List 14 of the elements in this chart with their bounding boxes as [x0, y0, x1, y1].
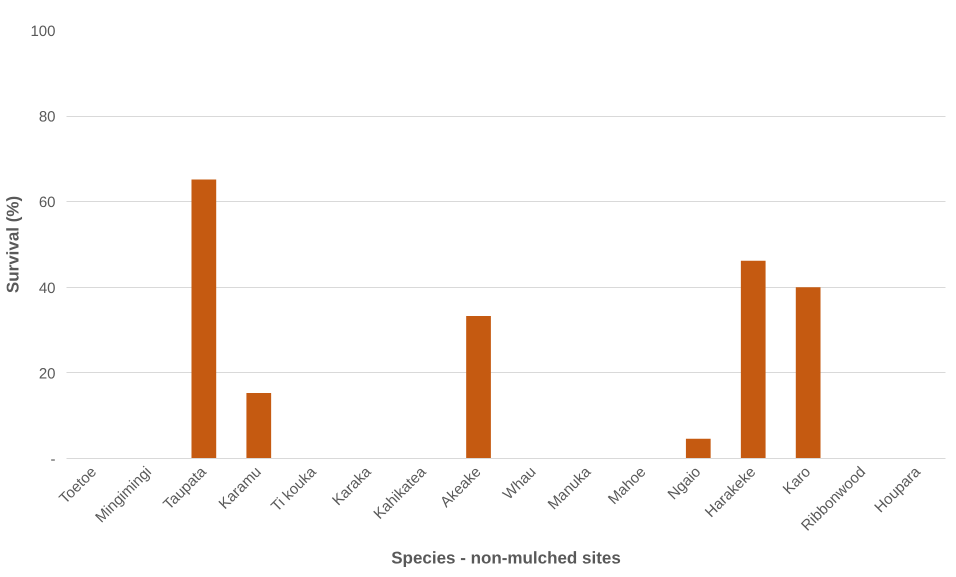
- y-tick-label: 80: [38, 108, 56, 126]
- y-tick-label: 60: [38, 194, 56, 212]
- bar: [466, 316, 491, 458]
- bar: [740, 260, 766, 458]
- bar: [246, 393, 272, 458]
- y-tick-label: 40: [38, 280, 56, 297]
- bar: [191, 179, 216, 458]
- y-tick-label: 20: [38, 365, 56, 382]
- y-tick-label: -: [50, 451, 56, 468]
- y-tick-label: 100: [30, 23, 56, 40]
- x-axis-title: Species - non-mulched sites: [391, 548, 621, 568]
- bar: [686, 438, 711, 458]
- bar: [796, 287, 821, 458]
- y-axis-title: Survival (%): [3, 196, 22, 294]
